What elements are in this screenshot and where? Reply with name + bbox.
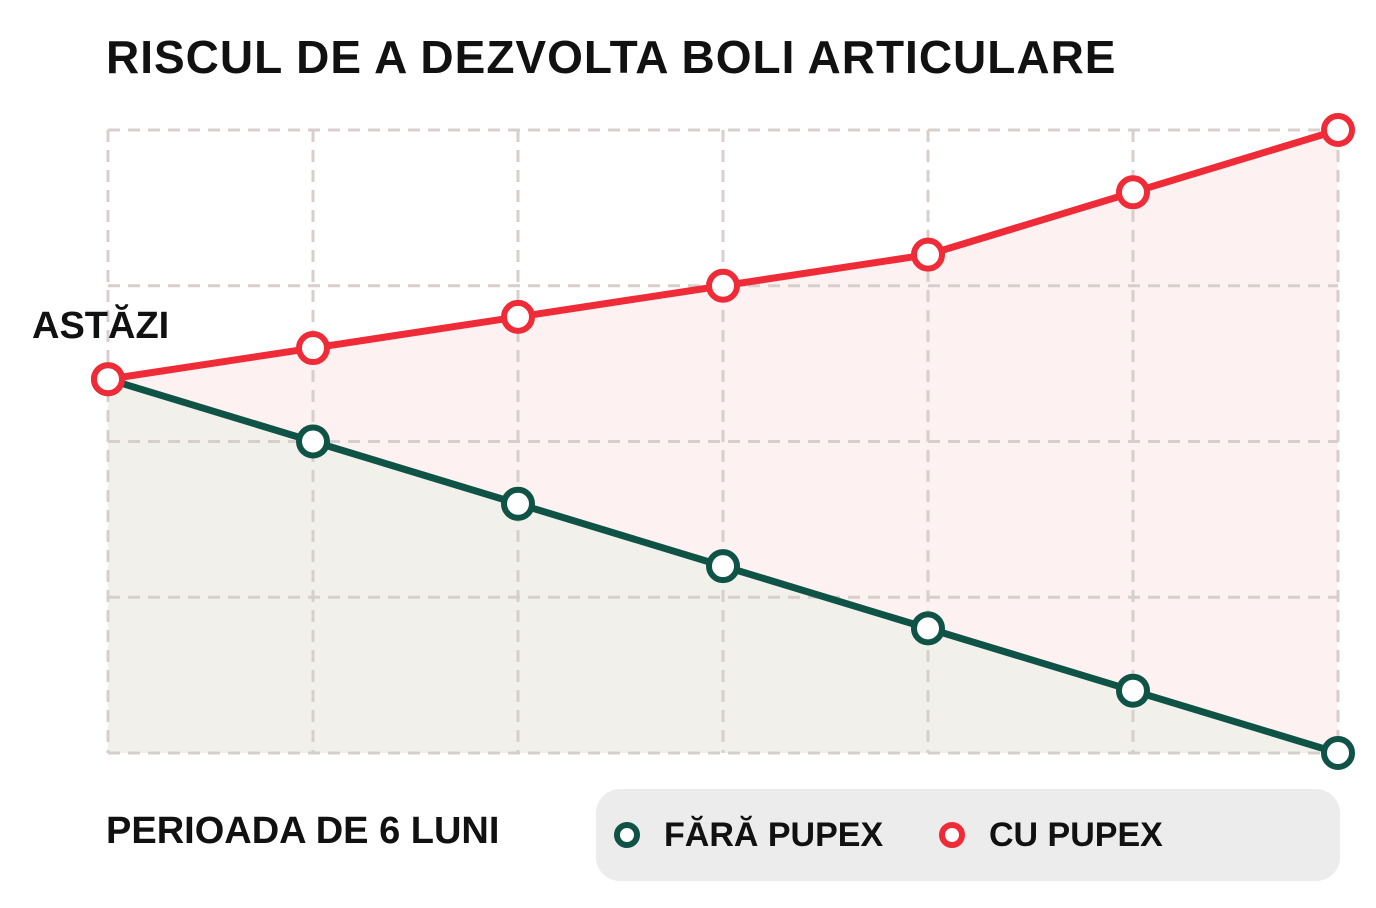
data-point-series-0-6: [1321, 736, 1355, 770]
data-point-series-0-3: [706, 549, 740, 584]
data-point-series-1-5: [1116, 175, 1150, 210]
data-point-series-1-2: [501, 299, 535, 334]
legend-marker-cu-pupex: [939, 822, 965, 848]
start-label: ASTĂZI: [32, 305, 170, 347]
legend-item-cu-pupex: CU PUPEX: [939, 789, 1163, 881]
data-point-series-1-4: [911, 237, 945, 272]
data-point-series-1-6: [1321, 113, 1355, 147]
data-point-series-0-5: [1116, 673, 1150, 708]
data-point-series-0-1: [296, 424, 330, 459]
x-axis-label: PERIOADA DE 6 LUNI: [106, 810, 500, 852]
legend: FĂRĂ PUPEX CU PUPEX: [596, 789, 1340, 881]
data-point-series-0-2: [501, 486, 535, 521]
chart-title: RISCUL DE A DEZVOLTA BOLI ARTICULARE: [106, 31, 1117, 83]
data-point-series-1-0: [91, 362, 125, 397]
legend-label-cu-pupex: CU PUPEX: [989, 815, 1163, 854]
legend-label-fara-pupex: FĂRĂ PUPEX: [664, 815, 884, 854]
data-point-series-1-1: [296, 331, 330, 366]
data-point-series-1-3: [706, 268, 740, 303]
legend-marker-fara-pupex: [614, 822, 640, 848]
legend-item-fara-pupex: FĂRĂ PUPEX: [614, 789, 883, 881]
data-point-series-0-4: [911, 611, 945, 646]
